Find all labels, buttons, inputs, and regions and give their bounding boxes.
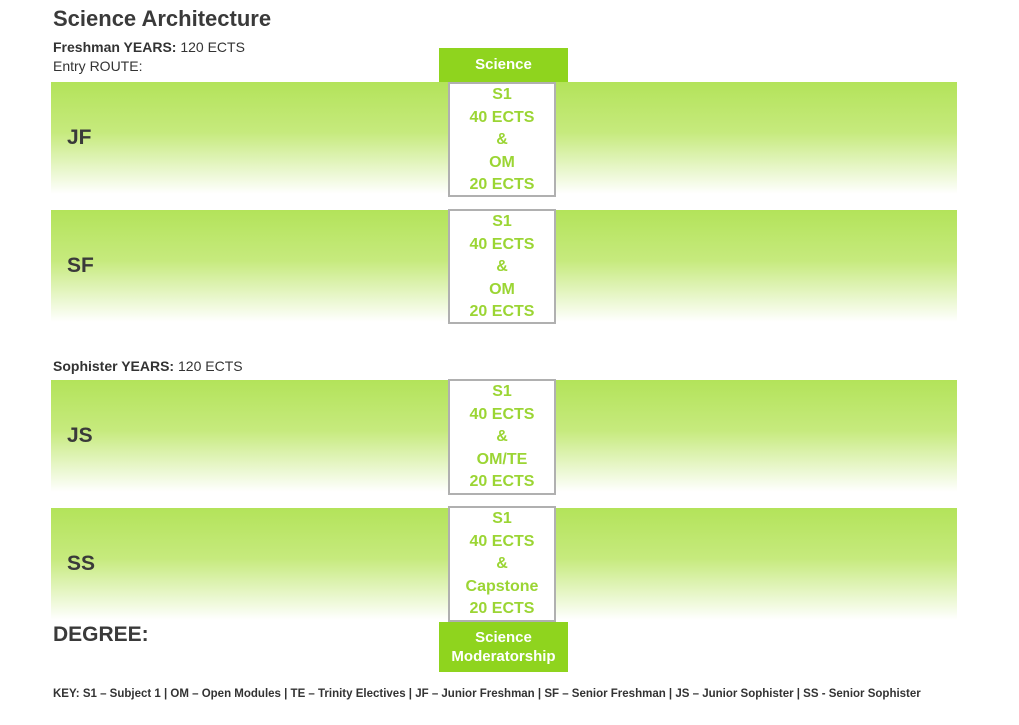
module-line: S1 xyxy=(492,383,512,400)
module-line: 40 ECTS xyxy=(469,405,535,423)
year-label-sf: SF xyxy=(67,254,94,277)
module-line: & xyxy=(496,428,508,445)
module-box-jf: S1 40 ECTS & OM 20 ECTS xyxy=(448,82,556,197)
page-title: Science Architecture xyxy=(53,6,272,31)
module-line: 40 ECTS xyxy=(469,235,535,253)
module-line: OM/TE xyxy=(476,450,528,468)
module-line: 20 ECTS xyxy=(469,303,535,320)
module-line: S1 xyxy=(492,86,512,103)
module-line: 40 ECTS xyxy=(469,532,535,550)
module-box-sf: S1 40 ECTS & OM 20 ECTS xyxy=(448,209,556,324)
module-line: 20 ECTS xyxy=(469,600,535,617)
module-box-js: S1 40 ECTS & OM/TE 20 ECTS xyxy=(448,379,556,495)
module-line: 20 ECTS xyxy=(469,473,535,490)
degree-tab: Science Moderatorship xyxy=(439,622,568,672)
freshman-years-line: Freshman YEARS: 120 ECTS xyxy=(53,39,245,55)
module-line: Capstone xyxy=(465,577,539,595)
degree-label: DEGREE: xyxy=(53,623,149,646)
module-line: S1 xyxy=(492,213,512,230)
module-line: OM xyxy=(489,280,515,298)
science-tab: Science xyxy=(439,48,568,82)
year-label-ss: SS xyxy=(67,552,96,575)
sophister-years-line: Sophister YEARS: 120 ECTS xyxy=(53,358,243,374)
module-box-ss: S1 40 ECTS & Capstone 20 ECTS xyxy=(448,506,556,622)
degree-tab-line1: Science xyxy=(475,629,532,646)
year-label-js: JS xyxy=(67,424,93,447)
module-line: & xyxy=(496,258,508,275)
module-line: S1 xyxy=(492,510,512,527)
entry-route-label: Entry ROUTE: xyxy=(53,58,143,74)
module-line: & xyxy=(496,131,508,148)
module-line: 40 ECTS xyxy=(469,108,535,126)
key-legend: KEY: S1 – Subject 1 | OM – Open Modules … xyxy=(53,688,921,700)
sophister-years-label: Sophister YEARS: xyxy=(53,358,175,374)
module-line: OM xyxy=(489,153,515,171)
sophister-years-value: 120 ECTS xyxy=(174,358,243,374)
freshman-years-value: 120 ECTS xyxy=(176,39,245,55)
module-line: 20 ECTS xyxy=(469,176,535,193)
degree-tab-line2: Moderatorship xyxy=(451,648,556,665)
year-label-jf: JF xyxy=(67,126,92,149)
module-line: & xyxy=(496,555,508,572)
freshman-years-label: Freshman YEARS: xyxy=(53,39,177,55)
